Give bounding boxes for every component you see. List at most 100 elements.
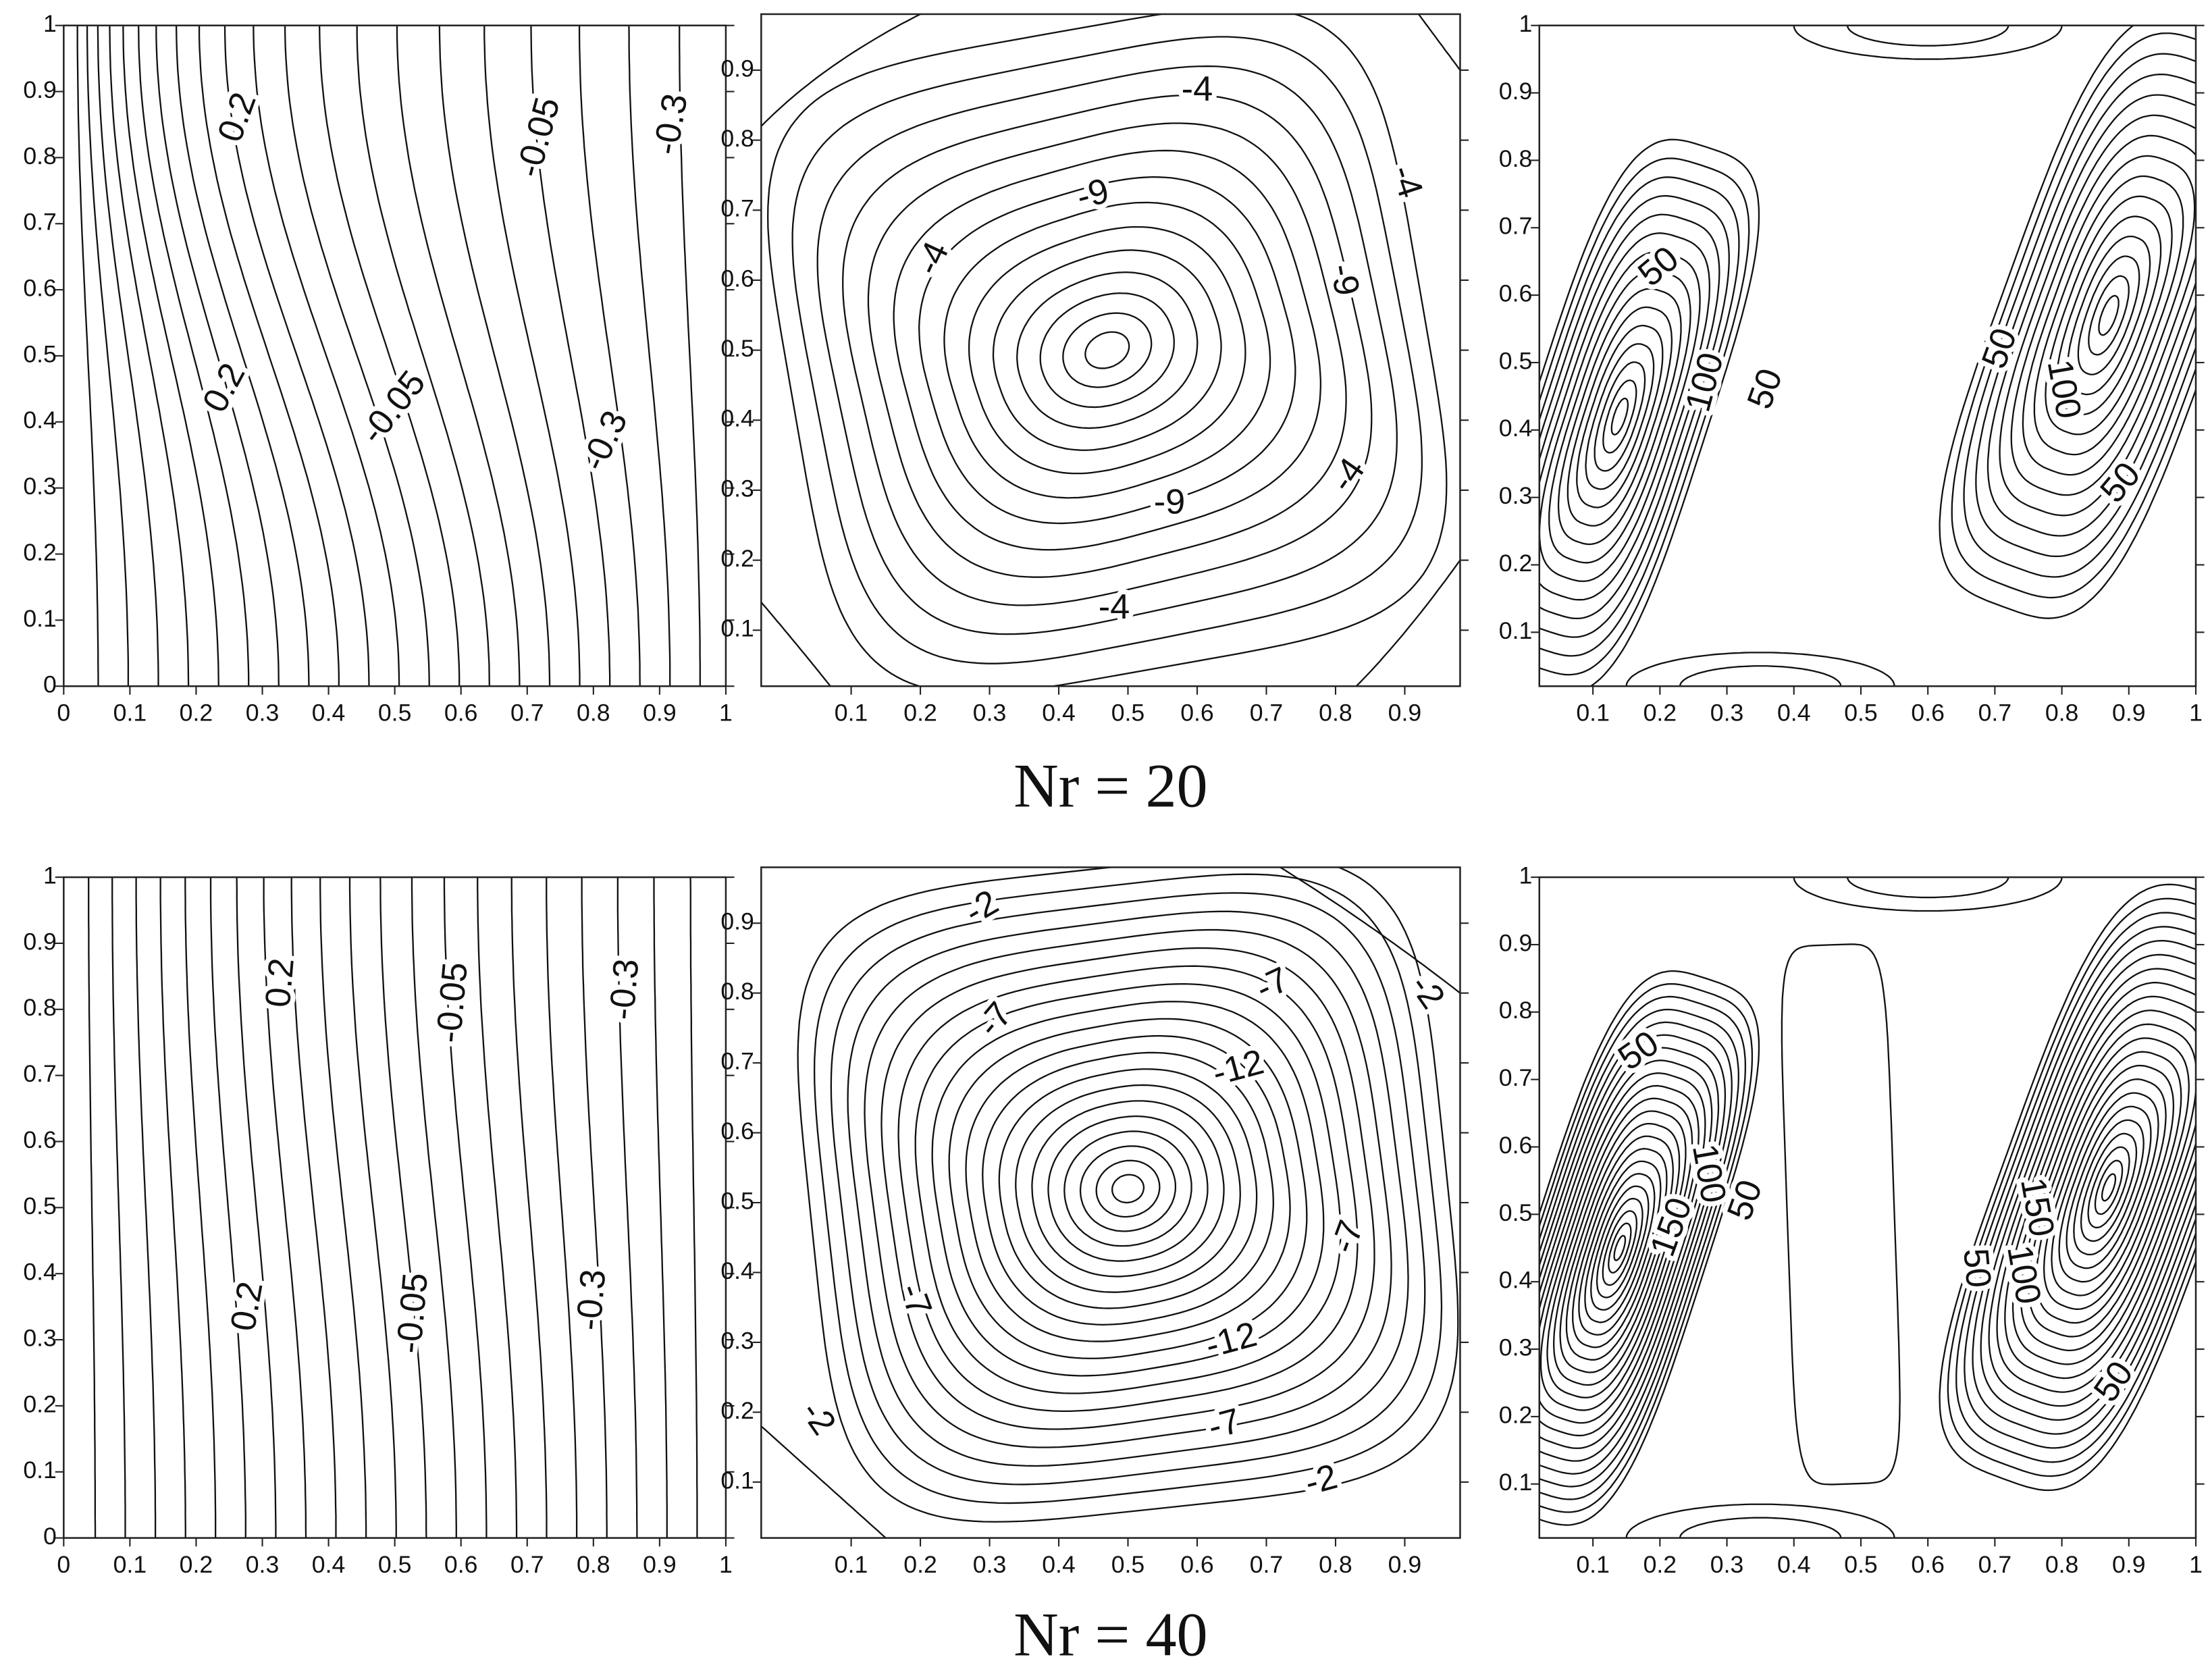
contour-line: [1539, 982, 1754, 1513]
x-tick-label: 0.2: [903, 1551, 937, 1578]
contour-line: [1557, 288, 1682, 546]
x-tick-label: 0.3: [973, 1551, 1007, 1578]
contour-line: [138, 25, 250, 687]
contour-line: [443, 877, 488, 1538]
contour-line: [1602, 1210, 1638, 1286]
contour-label: -0.05: [390, 1271, 436, 1355]
contour-line: [1084, 331, 1130, 369]
contour-line: [1539, 138, 1760, 687]
contour-line: [1963, 53, 2196, 578]
x-tick-label: 0.2: [1643, 700, 1677, 727]
contour-line: [1972, 940, 2196, 1435]
contour-line: [1781, 943, 1901, 1486]
x-tick-label: 0.9: [1388, 700, 1422, 727]
contour-line: [842, 94, 1373, 606]
contour-line: [761, 1425, 887, 1538]
x-tick-label: 0.3: [246, 1551, 280, 1578]
contours: [88, 877, 698, 1538]
x-tick-label: 0.9: [643, 700, 677, 727]
contour-line: [653, 877, 668, 1538]
y-tick-label: 0.7: [1499, 1064, 1533, 1091]
x-tick-label: 0.9: [1388, 1551, 1422, 1578]
contour-line: [1572, 1148, 1668, 1348]
y-tick-label: 1: [1519, 10, 1532, 37]
contour-line: [931, 1001, 1325, 1377]
contour-line: [76, 25, 99, 687]
contour-line: [791, 36, 1423, 664]
contour-line: [1584, 1173, 1656, 1323]
x-tick-label: 0.8: [1319, 700, 1352, 727]
contour-line: [284, 25, 430, 687]
contour-line: [628, 25, 671, 687]
x-tick-label: 0.4: [1042, 1551, 1076, 1578]
y-tick-label: 0.5: [720, 335, 754, 362]
contour-line: [1418, 14, 1461, 71]
y-tick-label: 0.6: [23, 275, 57, 302]
contour-label: 50: [1955, 1246, 1998, 1289]
contour-line: [2035, 1051, 2182, 1324]
y-tick-label: 0.9: [720, 908, 754, 935]
x-tick-label: 0.8: [1319, 1551, 1352, 1578]
x-tick-label: 0.3: [246, 700, 280, 727]
contour-label: -9: [1154, 483, 1186, 522]
contour-line: [1559, 1122, 1681, 1373]
contour-line: [198, 25, 340, 687]
y-tick-label: 0.9: [23, 76, 57, 103]
contour-line: [223, 25, 370, 687]
contour-line: [1602, 379, 1637, 454]
contour-line: [1980, 953, 2196, 1421]
contour-line: [2098, 294, 2120, 336]
y-tick-label: 0.7: [23, 209, 57, 236]
contour-line: [998, 1068, 1258, 1309]
contour-line: [761, 14, 921, 127]
contour-line: [1996, 982, 2196, 1393]
x-tick-label: 0.8: [577, 700, 610, 727]
x-tick-label: 0.5: [378, 700, 412, 727]
x-tick-label: 0.1: [113, 700, 147, 727]
x-tick-label: 0.1: [113, 1551, 147, 1578]
contour-line: [1539, 1072, 1706, 1424]
contour-label: 0.2: [259, 957, 302, 1009]
contour-line: [155, 25, 280, 687]
y-tick-label: 0.8: [1499, 145, 1533, 172]
panel: 0.1 0.2 0.3 0.4 0.5 0.6 0.7 0.8 0.9 1 0.1 0.2 0.3 0.4…: [1499, 10, 2205, 727]
contour-line: [897, 965, 1359, 1413]
x-tick-label: 0.3: [1710, 700, 1744, 727]
contour-line: [184, 877, 217, 1538]
contour-line: [396, 25, 521, 687]
contour-line: [1062, 312, 1153, 388]
y-tick-label: 0.3: [720, 475, 754, 502]
x-tick-label: 0.6: [1911, 1551, 1945, 1578]
y-tick-label: 0.1: [1499, 617, 1533, 644]
contour-line: [1999, 114, 2196, 517]
panel: 0.1 0.2 0.3 0.4 0.5 0.6 0.7 0.8 0.9 1 0.1 0.2 0.3 0.4…: [1499, 862, 2205, 1578]
contour-line: [1964, 926, 2196, 1449]
y-tick-label: 0.4: [1499, 415, 1533, 442]
contour-line: [893, 149, 1321, 551]
contour-line: [1539, 995, 1747, 1500]
y-tick-label: 0.9: [1499, 929, 1533, 956]
y-tick-label: 0.5: [1499, 347, 1533, 374]
x-tick-label: 0: [57, 1551, 70, 1578]
x-tick-label: 0.1: [1576, 1551, 1610, 1578]
contour-line: [1576, 324, 1664, 508]
x-tick-label: 0.7: [510, 1551, 544, 1578]
contour-line: [2010, 134, 2196, 496]
contour-line: [175, 25, 310, 687]
y-tick-label: 0.3: [23, 473, 57, 500]
contours: [761, 14, 1461, 687]
contour-line: [1355, 559, 1461, 687]
contour-line: [992, 249, 1222, 451]
contour-line: [356, 25, 490, 687]
contour-line: [1539, 970, 1760, 1526]
contour-line: [1846, 25, 2009, 47]
contour-line: [797, 867, 1459, 1523]
caption: Nr = 40: [1014, 1600, 1208, 1669]
x-tick-label: 0.3: [973, 700, 1007, 727]
y-tick-label: 0.5: [1499, 1199, 1533, 1226]
y-tick-label: 0.5: [23, 340, 57, 367]
x-tick-label: 1: [719, 1551, 733, 1578]
contour-line: [578, 25, 641, 687]
contour-line: [1047, 1115, 1209, 1262]
